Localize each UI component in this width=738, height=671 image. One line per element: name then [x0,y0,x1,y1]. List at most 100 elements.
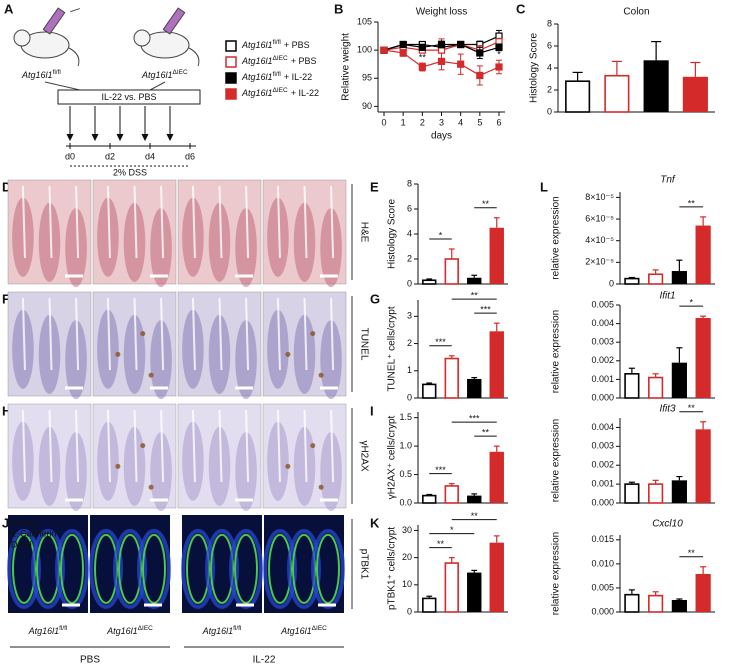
lumen [106,185,111,259]
bar [671,271,687,284]
lumen [276,297,281,371]
marker [418,63,426,71]
lumen [48,409,53,483]
bar [695,429,711,503]
lumen [160,185,165,259]
crypt-outline [316,533,340,604]
bar [648,483,664,504]
genotype: fl/fl [273,39,282,46]
marker [476,49,484,57]
y-tick-label: 8 [547,18,552,28]
bar [695,318,711,398]
significance-label: * [450,525,454,535]
bar [624,277,640,285]
mouse-genotype: Atg16l1fl/fl [21,69,61,80]
legend-swatch [225,56,237,68]
genotype: fl/fl [233,625,242,632]
y-tick-label: 0.000 [591,497,614,507]
y-tick-label: 0 [407,278,412,288]
y-tick-label: 0.5 [399,469,412,479]
stain-dot [285,463,291,469]
y-tick-label: 6×10⁻⁵ [585,213,614,223]
stain-label: H&E [358,222,369,243]
bar [422,279,437,285]
crypt [235,432,257,512]
nuclei [137,528,171,609]
genotype: fl/fl [273,71,282,78]
crypt-outline [142,533,166,604]
legend-entry: Atg16l1fl/fl + IL-22 [241,71,312,82]
bar [489,227,504,284]
stain-dot [285,351,291,357]
crypt [320,320,342,400]
x-tick-label: 1 [401,117,406,127]
y-tick-label: 1.0 [399,441,412,451]
lumen [75,185,80,259]
y-tick-label: 6 [547,40,552,50]
y-axis-label: relative expression [551,196,562,279]
lumen [133,185,138,259]
crypt [12,197,34,277]
lumen [303,297,308,371]
bar [422,383,437,399]
marker [476,71,484,80]
bar [648,594,664,613]
nuclei [7,528,41,609]
crypt [235,320,257,400]
crypt [150,320,172,400]
y-tick-label: 0.004 [591,422,614,432]
genotype: ΔIEC [273,55,288,62]
lumen [21,409,26,483]
lumen [106,409,111,483]
crypt [267,309,289,389]
crypt [293,202,316,282]
bar [671,480,687,503]
schematic-drawing [13,7,201,167]
nuclei [229,528,263,609]
annotation: ** [419,52,427,62]
annotation: * [497,50,501,60]
crypt [293,426,316,506]
lumen [191,185,196,259]
y-axis-label: TUNEL⁺ cells/crypt [387,306,398,392]
marker [457,40,465,49]
panel-letter: D [2,179,11,194]
genotype: fl/fl [53,69,62,76]
y-tick-label: 8×10⁻⁵ [585,192,614,202]
marker [399,49,407,57]
stain-dot [115,351,121,357]
gene: Atg16l1 [241,40,273,50]
crypt [123,314,146,394]
crypt [97,197,119,277]
stain-dot [310,443,316,449]
y-tick-label: 8 [407,178,412,188]
panel-letter: G [370,291,380,306]
marker [380,46,388,54]
bar [444,357,459,399]
stain-dot [318,484,324,490]
nuclei [89,528,123,609]
crypt [150,432,172,512]
bar [648,273,664,285]
marker [399,40,407,49]
gene: Atg16l1 [280,626,312,636]
image-genotype: Atg16l1ΔIEC [280,625,327,636]
lumen [133,297,138,371]
lumen [21,185,26,259]
chart-title: Ifit1 [659,291,675,302]
lumen [303,409,308,483]
y-tick-label: 90 [362,101,372,111]
treatment-box-label: IL-22 vs. PBS [101,92,156,102]
y-tick-label: 0.001 [591,374,614,384]
significance-label: ** [471,291,479,301]
nuclei [113,528,147,609]
lumen [218,297,223,371]
significance-label: ** [688,403,696,413]
y-tick-label: 0 [407,392,412,402]
crypt [208,314,231,394]
crypt [12,421,34,501]
crypt [12,309,34,389]
bar [444,485,459,504]
crypt [293,314,316,394]
